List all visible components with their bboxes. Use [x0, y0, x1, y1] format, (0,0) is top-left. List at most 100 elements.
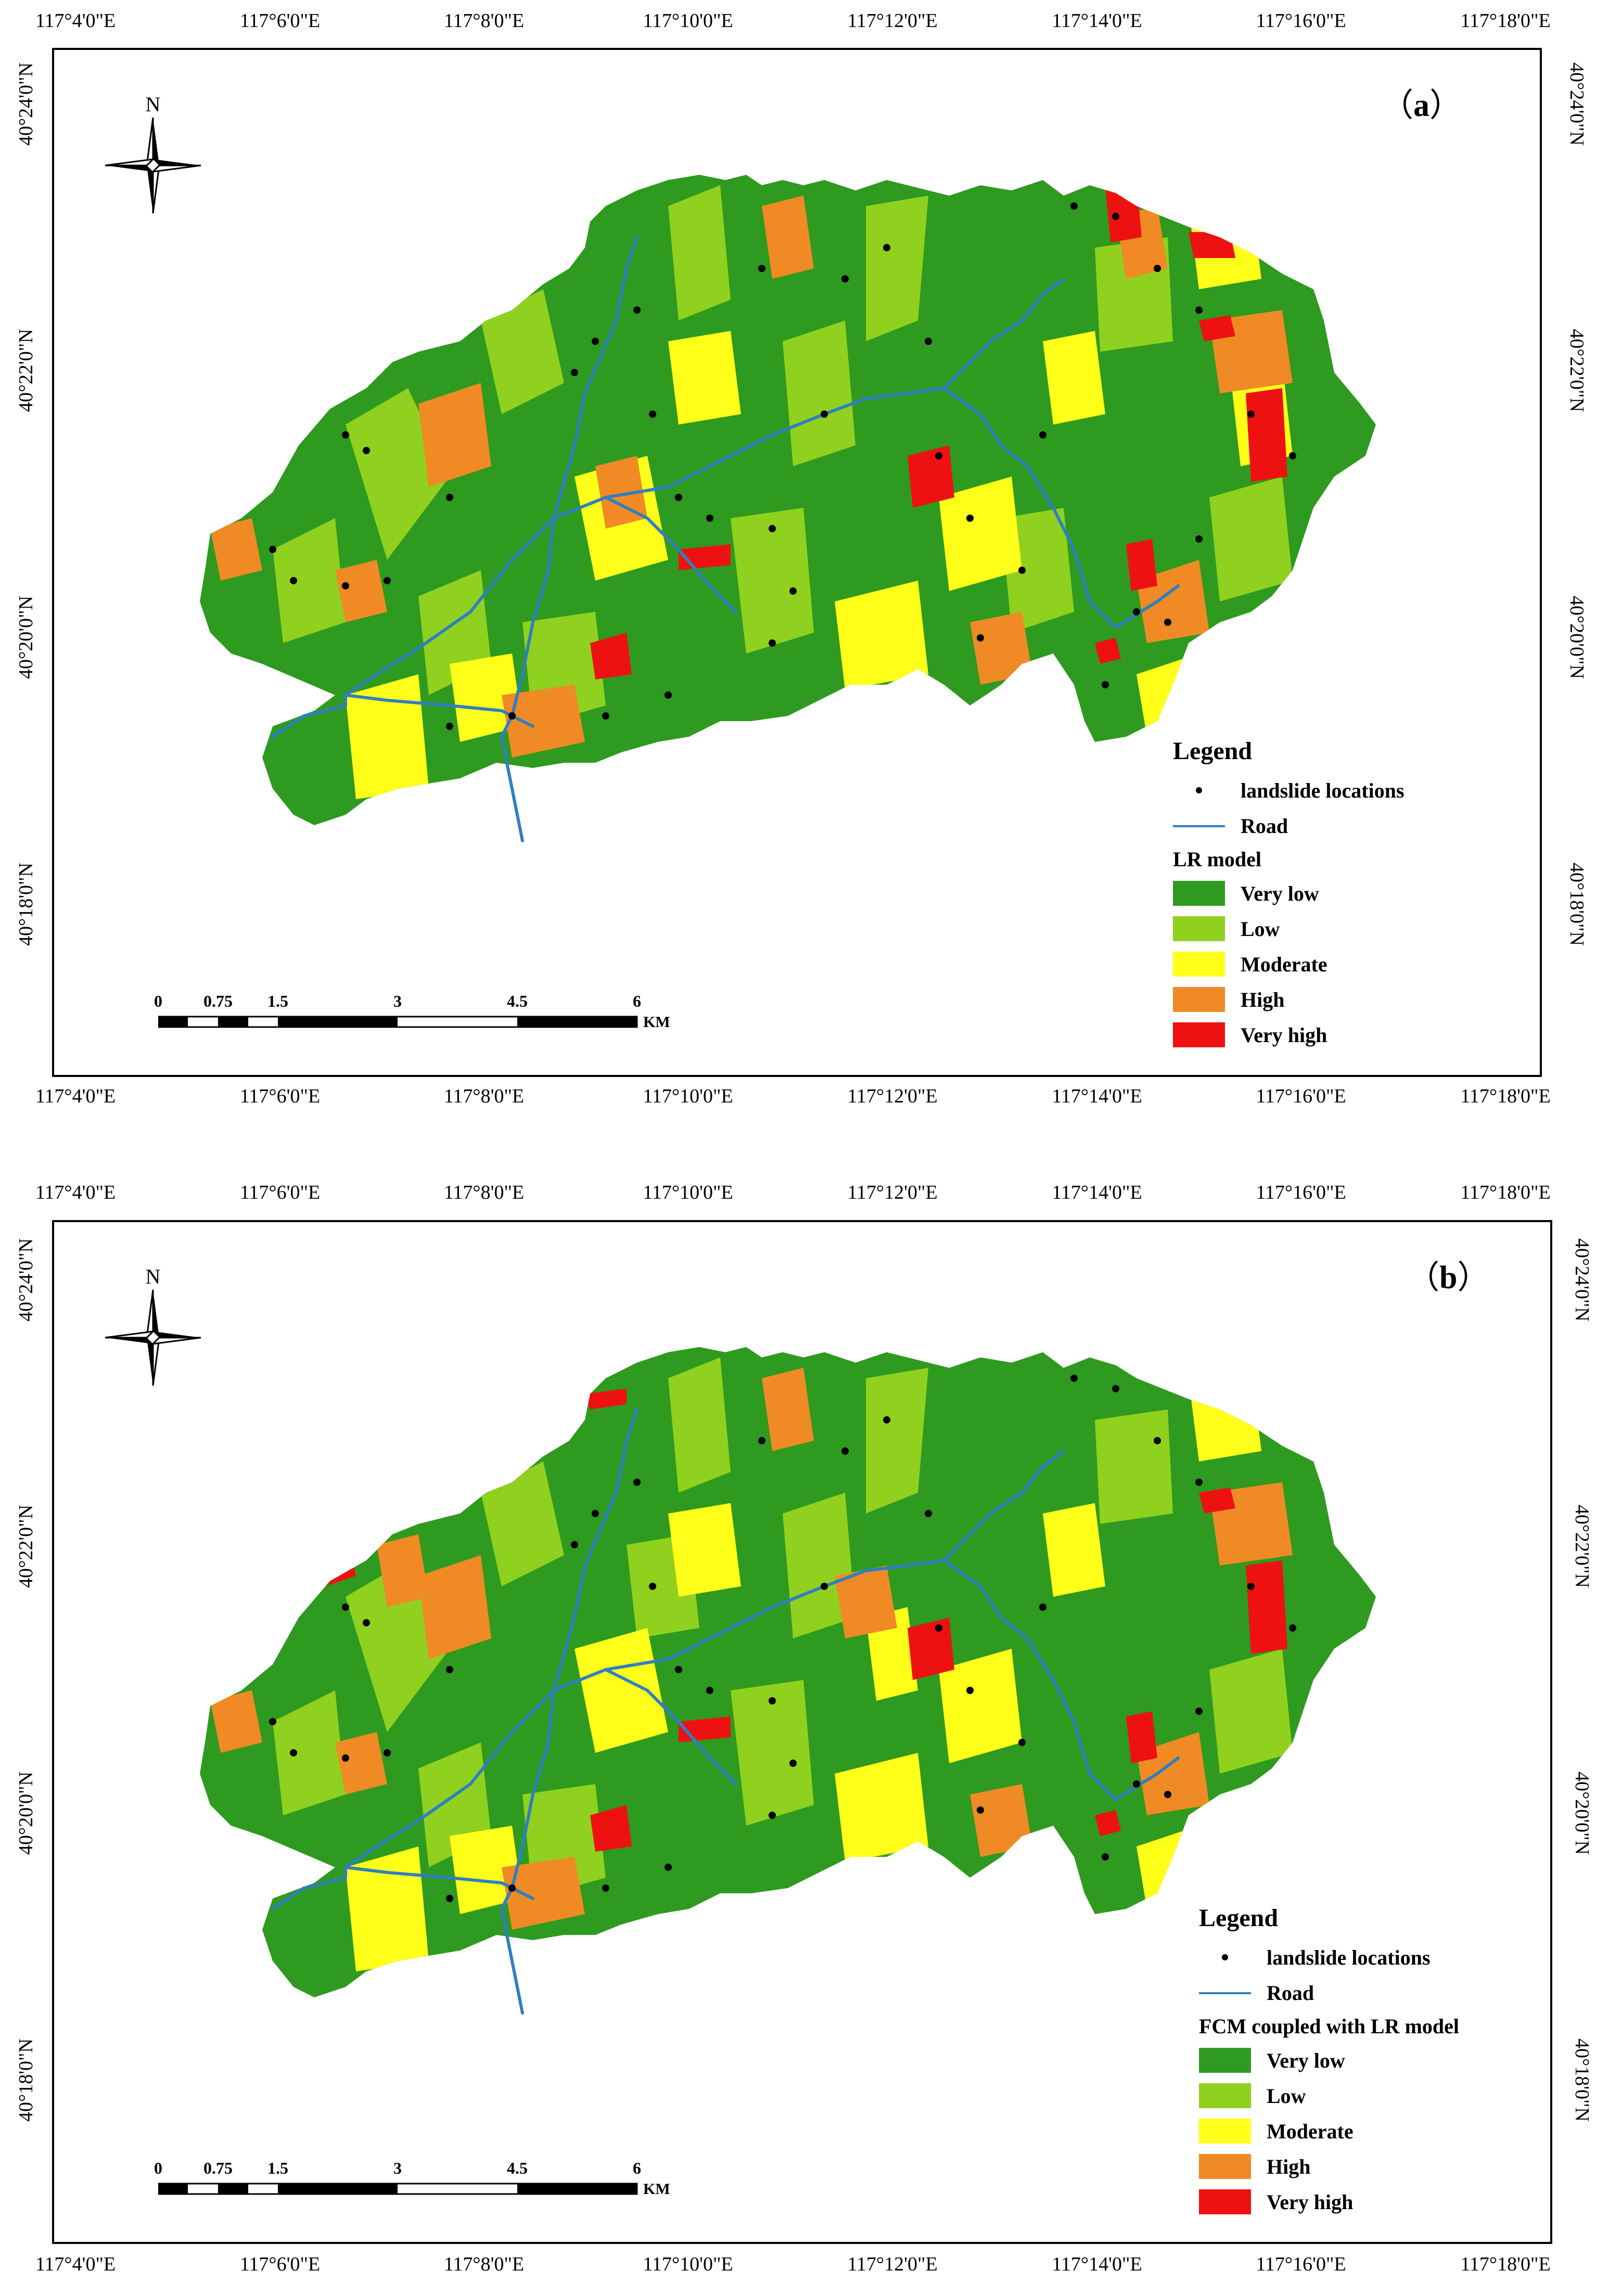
lat-tick: 40°18'0"N — [15, 863, 37, 946]
lon-tick: 117°12'0"E — [847, 1182, 938, 1203]
lon-tick: 117°14'0"E — [1052, 10, 1142, 32]
lon-tick: 117°8'0"E — [443, 1085, 525, 1107]
scale-label: 0.75 — [203, 2159, 233, 2177]
scale-bar: 0 0.75 1.5 3 4.5 6 KM — [154, 992, 705, 1038]
panel-label: （a） — [1381, 88, 1462, 123]
lat-tick: 40°24'0"N — [15, 62, 37, 146]
lon-tick: 117°10'0"E — [643, 1182, 733, 1203]
lon-tick: 117°14'0"E — [1052, 2253, 1142, 2275]
swatch-icon — [1199, 2119, 1251, 2144]
legend-class: Very high — [1199, 2184, 1537, 2220]
line-icon — [1173, 813, 1225, 838]
lon-tick: 117°16'0"E — [1256, 10, 1346, 32]
lon-tick: 117°8'0"E — [443, 10, 525, 32]
lon-tick: 117°16'0"E — [1256, 1085, 1346, 1107]
legend-class: Low — [1199, 2078, 1537, 2113]
legend-class: Very high — [1173, 1017, 1506, 1053]
lon-tick: 117°16'0"E — [1256, 1182, 1346, 1203]
legend-class: High — [1199, 2149, 1537, 2184]
legend-class: Moderate — [1173, 946, 1506, 982]
legend-class: Moderate — [1199, 2113, 1537, 2149]
point-icon — [1173, 778, 1225, 803]
lat-tick: 40°18'0"N — [1571, 2038, 1593, 2122]
lon-tick: 117°14'0"E — [1052, 1085, 1142, 1107]
scale-unit: KM — [643, 1014, 670, 1031]
lat-tick: 40°18'0"N — [1566, 863, 1588, 946]
swatch-icon — [1199, 2083, 1251, 2108]
lat-tick: 40°24'0"N — [15, 1238, 37, 1322]
lat-tick: 40°18'0"N — [15, 2038, 37, 2122]
north-label: N — [146, 1265, 161, 1288]
lat-tick: 40°22'0"N — [1571, 1505, 1593, 1588]
susceptibility-map — [200, 175, 1376, 842]
landslide-points-a — [269, 202, 1296, 730]
lon-tick: 117°6'0"E — [239, 10, 321, 32]
map-panel-b: 117°4'0"E 117°6'0"E 117°8'0"E 117°10'0"E… — [0, 1176, 1609, 2294]
lon-tick: 117°12'0"E — [847, 2253, 938, 2275]
lon-tick: 117°18'0"E — [1460, 1182, 1551, 1203]
legend-class: Very low — [1199, 2043, 1537, 2078]
scale-label: 6 — [633, 2159, 641, 2177]
legend: Legend landslide locations Road FCM coup… — [1199, 1904, 1537, 2220]
scale-label: 0 — [154, 992, 162, 1010]
legend-model-label: LR model — [1173, 848, 1261, 871]
lat-tick: 40°24'0"N — [1566, 62, 1588, 146]
lon-tick: 117°4'0"E — [35, 2253, 116, 2275]
lat-tick: 40°20'0"N — [1566, 596, 1588, 679]
swatch-icon — [1173, 987, 1225, 1012]
swatch-icon — [1199, 2154, 1251, 2179]
line-icon — [1199, 1980, 1251, 2005]
scale-label: 3 — [393, 2159, 402, 2177]
map-frame: （b） N Legend landslide locations Road FC… — [52, 1220, 1552, 2244]
map-frame: （a） N Legend landslide locations Road LR… — [52, 48, 1542, 1077]
scale-label: 0 — [154, 2159, 162, 2177]
legend: Legend landslide locations Road LR model… — [1173, 737, 1506, 1053]
scale-label: 4.5 — [507, 992, 528, 1010]
susceptibility-map — [200, 1347, 1376, 2015]
lat-tick: 40°22'0"N — [15, 329, 37, 412]
legend-item-landslide: landslide locations — [1199, 1940, 1537, 1975]
legend-class: Very low — [1173, 876, 1506, 911]
lon-tick: 117°8'0"E — [443, 1182, 525, 1203]
swatch-icon — [1199, 2048, 1251, 2073]
lon-tick: 117°6'0"E — [239, 1085, 321, 1107]
swatch-icon — [1173, 916, 1225, 941]
lat-tick: 40°22'0"N — [15, 1505, 37, 1588]
legend-title: Legend — [1173, 737, 1253, 765]
scale-unit: KM — [643, 2180, 670, 2198]
lat-tick: 40°22'0"N — [1566, 329, 1588, 412]
north-arrow-icon: N — [105, 1265, 201, 1386]
lon-tick: 117°14'0"E — [1052, 1182, 1142, 1203]
legend-item-road: Road — [1173, 808, 1506, 843]
legend-class: High — [1173, 982, 1506, 1017]
panel-label: （b） — [1407, 1260, 1490, 1295]
lon-tick: 117°8'0"E — [443, 2253, 525, 2275]
scale-label: 4.5 — [507, 2159, 528, 2177]
lat-tick: 40°20'0"N — [15, 1772, 37, 1855]
legend-model-label: FCM coupled with LR model — [1199, 2015, 1459, 2038]
legend-item-road: Road — [1199, 1975, 1537, 2010]
scale-label: 3 — [393, 992, 402, 1010]
lat-tick: 40°20'0"N — [15, 596, 37, 679]
swatch-icon — [1173, 1022, 1225, 1047]
lon-tick: 117°10'0"E — [643, 10, 733, 32]
landslide-points-b — [269, 1375, 1296, 1902]
lon-tick: 117°18'0"E — [1460, 2253, 1551, 2275]
legend-class: Low — [1173, 911, 1506, 946]
point-icon — [1199, 1945, 1251, 1970]
lon-tick: 117°4'0"E — [35, 10, 116, 32]
scale-label: 0.75 — [203, 992, 233, 1010]
lon-tick: 117°10'0"E — [643, 2253, 733, 2275]
lat-tick: 40°24'0"N — [1571, 1238, 1593, 1322]
lon-tick: 117°4'0"E — [35, 1182, 116, 1203]
scale-bar: 0 0.75 1.5 3 4.5 6 KM — [154, 2159, 705, 2205]
lon-tick: 117°16'0"E — [1256, 2253, 1346, 2275]
north-label: N — [146, 93, 161, 116]
scale-label: 1.5 — [267, 992, 288, 1010]
scale-label: 6 — [633, 992, 641, 1010]
lon-tick: 117°12'0"E — [847, 1085, 938, 1107]
lon-tick: 117°18'0"E — [1460, 10, 1551, 32]
map-panel-a: 117°4'0"E 117°6'0"E 117°8'0"E 117°10'0"E… — [0, 0, 1609, 1134]
north-arrow-icon: N — [105, 93, 201, 214]
swatch-icon — [1173, 952, 1225, 977]
